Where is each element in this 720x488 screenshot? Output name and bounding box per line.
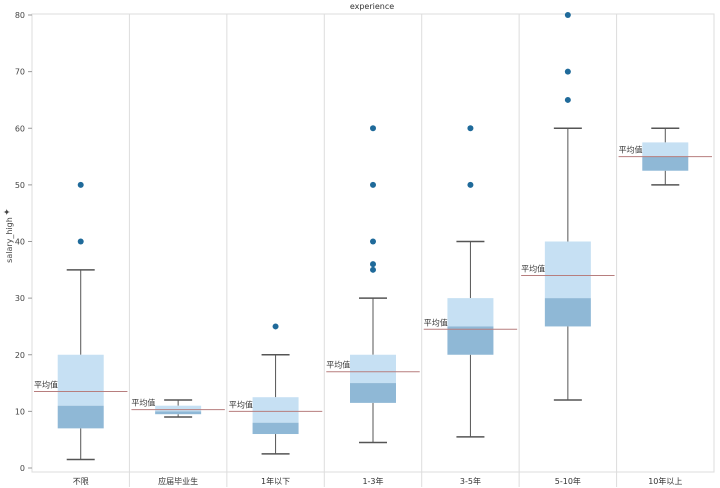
y-tick-label: 20 (15, 351, 25, 360)
outlier-point[interactable] (370, 266, 376, 273)
box-group: 平均值 (131, 398, 225, 418)
x-tick-label: 3-5年 (460, 476, 481, 486)
x-tick-label: 1年以下 (261, 476, 290, 486)
box-group: 平均值 (34, 181, 128, 461)
mean-label: 平均值 (131, 398, 155, 408)
box-group: 平均值 (228, 323, 323, 455)
x-tick-label: 5-10年 (555, 476, 581, 486)
outlier-point[interactable] (77, 238, 84, 245)
x-axis: 不限 应届毕业生 1年以下 1-3年 3-5年 5-10年 10年以上 (73, 476, 683, 486)
box-lower-half (57, 405, 104, 429)
x-tick-label: 不限 (73, 477, 89, 486)
box-lower-half (642, 156, 689, 171)
y-tick-label: 10 (15, 407, 25, 416)
plot-frame (31, 13, 715, 487)
y-tick-label: 40 (15, 238, 25, 247)
outlier-point[interactable] (370, 261, 376, 268)
box-lower-half (350, 383, 396, 403)
outlier-point[interactable] (467, 125, 474, 132)
y-tick-label: 30 (15, 294, 25, 303)
box-upper-half (642, 142, 689, 157)
box-upper-half (544, 241, 591, 299)
plot-border (31, 13, 715, 473)
box-group: 平均值 (423, 125, 518, 438)
x-tick-label: 应届毕业生 (158, 476, 198, 486)
pin-icon[interactable]: ✦ (3, 208, 13, 216)
box-upper-half (155, 405, 202, 412)
box-group: 平均值 (326, 125, 420, 444)
box-upper-half (350, 354, 396, 384)
x-tick-label: 1-3年 (362, 476, 383, 486)
outlier-point[interactable] (370, 181, 376, 188)
outlier-point[interactable] (564, 68, 571, 75)
outlier-point[interactable] (467, 181, 474, 188)
mean-label: 平均值 (326, 360, 350, 370)
y-axis: 0 10 20 30 40 50 60 70 80 (15, 11, 32, 473)
box-upper-half (57, 354, 104, 406)
mean-label: 平均值 (619, 145, 643, 155)
mean-label: 平均值 (34, 380, 58, 390)
outlier-point[interactable] (77, 181, 84, 188)
box-lower-half (155, 411, 202, 415)
box-group: 平均值 (521, 12, 615, 401)
y-tick-label: 70 (15, 68, 25, 77)
box-lower-half (447, 326, 494, 355)
outlier-point[interactable] (370, 238, 376, 245)
outlier-point[interactable] (272, 323, 279, 330)
outlier-point[interactable] (564, 12, 571, 18)
mean-label: 平均值 (521, 263, 545, 273)
box-upper-half (447, 298, 494, 327)
y-tick-label: 0 (20, 464, 25, 473)
y-axis-label: salary_high (5, 217, 14, 263)
mean-label: 平均值 (424, 317, 448, 327)
chart-title: experience (350, 2, 394, 11)
x-tick-label: 10年以上 (648, 476, 682, 486)
outlier-point[interactable] (370, 125, 376, 132)
y-tick-label: 60 (15, 124, 25, 133)
mean-label: 平均值 (229, 399, 253, 409)
outlier-point[interactable] (564, 96, 571, 103)
y-tick-label: 50 (15, 181, 25, 190)
box-lower-half (544, 298, 591, 327)
box-lower-half (252, 422, 299, 435)
box-group: 平均值 (618, 127, 712, 186)
box-upper-half (252, 397, 299, 423)
y-tick-label: 80 (15, 11, 25, 20)
